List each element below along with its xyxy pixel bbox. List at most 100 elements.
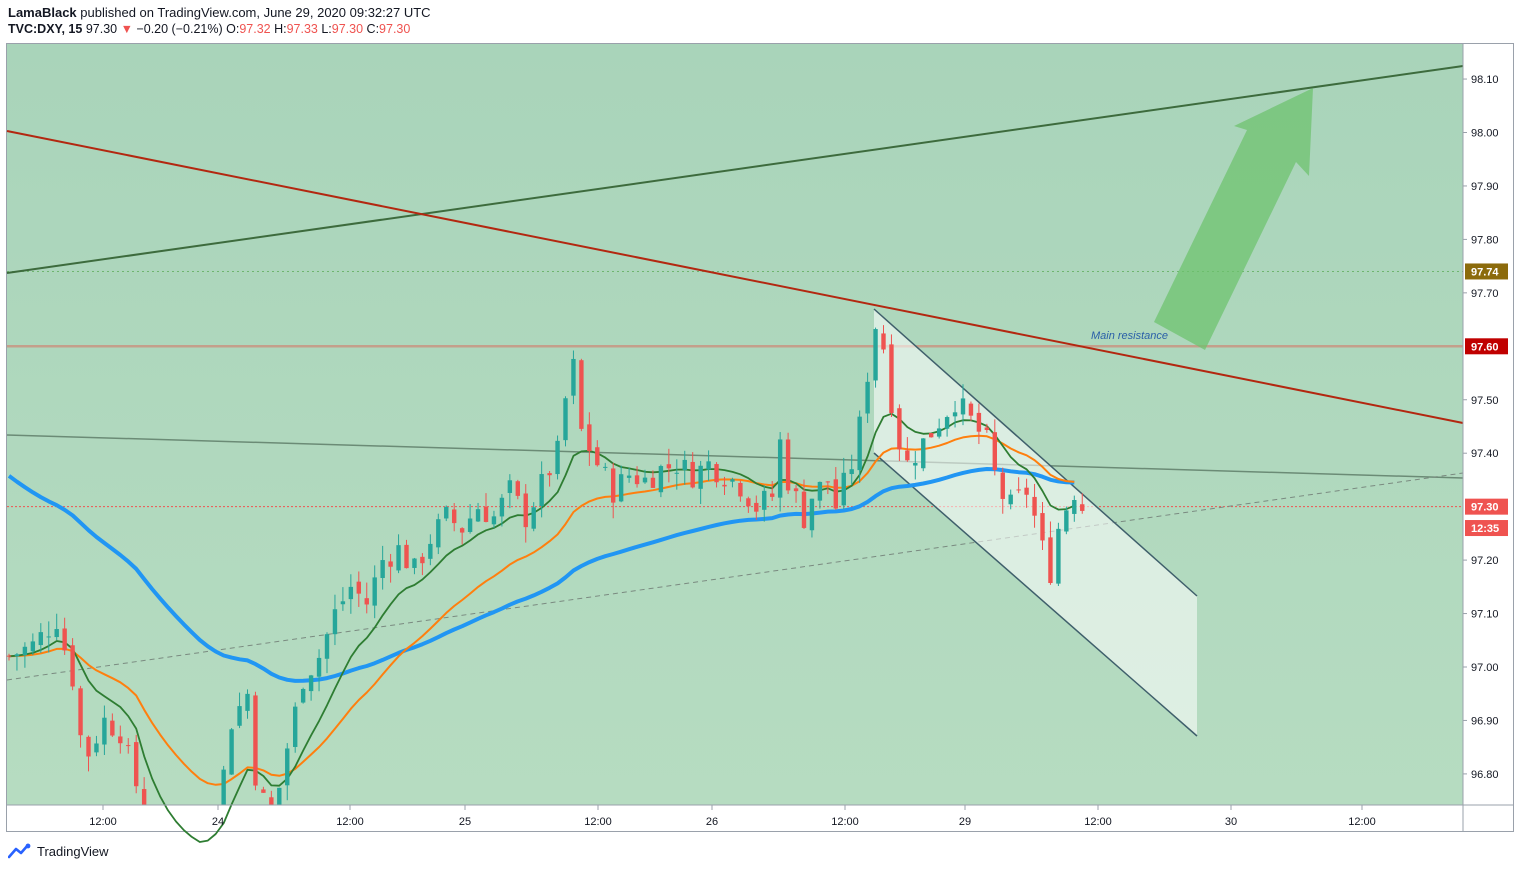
- channel-lower-line[interactable]: [873, 452, 1198, 737]
- flat-support-line[interactable]: [6, 434, 1464, 479]
- candle-body: [952, 412, 958, 417]
- candle-body: [396, 545, 401, 571]
- candle: [285, 743, 290, 801]
- candle: [110, 713, 115, 737]
- candle-body: [563, 398, 568, 441]
- x-tick-label: 12:00: [1348, 816, 1376, 828]
- low-label: L:: [321, 22, 332, 36]
- candle: [913, 451, 918, 480]
- candle: [269, 790, 274, 805]
- candle-body: [1008, 494, 1013, 505]
- y-tick-label: 98.00: [1471, 128, 1499, 140]
- candle: [253, 691, 258, 791]
- candle: [412, 557, 417, 575]
- price-label-badge: [1465, 263, 1508, 280]
- candle: [674, 459, 679, 490]
- candle-body: [929, 433, 934, 438]
- candle-body: [277, 787, 282, 805]
- candle: [46, 621, 51, 653]
- candle-body: [269, 797, 274, 805]
- candle: [706, 450, 711, 481]
- x-tick-label: 29: [959, 816, 971, 828]
- candle-body: [380, 560, 385, 579]
- candle: [245, 689, 250, 719]
- candle-body: [324, 634, 330, 659]
- candle-body: [849, 469, 854, 475]
- candle-body: [873, 329, 878, 381]
- candle: [857, 410, 862, 483]
- candle: [324, 632, 330, 674]
- candle-body: [261, 789, 266, 793]
- candle-body: [809, 498, 815, 531]
- candle: [579, 358, 584, 432]
- y-tick-label: 96.80: [1471, 769, 1499, 781]
- candle-body: [6, 655, 12, 657]
- candle: [841, 457, 846, 510]
- x-tick-label: 26: [706, 816, 718, 828]
- long-uptrend-line[interactable]: [6, 65, 1464, 274]
- price-label-text: 97.74: [1471, 266, 1499, 278]
- candle-body: [1064, 510, 1069, 532]
- candle-body: [94, 743, 99, 753]
- candle: [817, 481, 823, 509]
- candle-body: [467, 518, 473, 532]
- candle-body: [579, 360, 584, 429]
- candle-body: [86, 736, 91, 757]
- candle: [62, 617, 67, 655]
- candle-body: [587, 424, 592, 452]
- candle-body: [960, 398, 966, 415]
- candle-body: [881, 333, 886, 350]
- x-tick-label: 25: [459, 816, 471, 828]
- candle-body: [547, 473, 552, 476]
- footer-brand[interactable]: TradingView: [8, 843, 109, 859]
- candle: [889, 334, 894, 417]
- candle: [1000, 467, 1005, 514]
- candle-body: [126, 745, 131, 747]
- candle: [507, 474, 513, 509]
- candle: [491, 510, 497, 529]
- author-name[interactable]: LamaBlack: [8, 5, 77, 20]
- candle-body: [690, 461, 695, 488]
- candle-body: [722, 484, 727, 487]
- x-tick-label: 30: [1225, 816, 1237, 828]
- candle-body: [770, 493, 775, 497]
- candle-body: [968, 403, 974, 416]
- candle-body: [992, 432, 997, 470]
- change-down-icon: ▼: [120, 22, 133, 36]
- high-value: 97.33: [286, 22, 318, 36]
- candle-body: [865, 381, 870, 414]
- candle: [563, 396, 568, 447]
- candle: [539, 461, 544, 518]
- candle: [308, 674, 314, 701]
- candle: [356, 571, 361, 607]
- candle-body: [38, 632, 43, 646]
- candle: [944, 415, 950, 437]
- candle-body: [618, 474, 624, 502]
- candle-body: [984, 427, 990, 430]
- ma-100-orange-line[interactable]: [8, 434, 1075, 786]
- candle-body: [714, 464, 719, 483]
- candle-body: [611, 468, 616, 503]
- candle: [571, 350, 576, 405]
- candle: [754, 495, 759, 520]
- chart-frame: [6, 43, 1514, 832]
- candle: [921, 438, 926, 472]
- candle: [134, 734, 139, 794]
- ma-200-blue-line[interactable]: [7, 467, 1075, 683]
- y-tick-label: 97.20: [1471, 555, 1499, 567]
- channel-upper-line[interactable]: [873, 308, 1198, 597]
- candle: [316, 649, 322, 692]
- dashed-support-line[interactable]: [6, 472, 1464, 681]
- candle-body: [404, 544, 409, 569]
- candle-body: [459, 528, 465, 533]
- candle: [261, 786, 266, 793]
- candle-body: [777, 439, 783, 498]
- high-label: H:: [274, 22, 287, 36]
- candle-body: [444, 506, 449, 519]
- candle-body: [913, 462, 918, 466]
- main-resistance-line[interactable]: [6, 130, 1464, 424]
- candle-body: [634, 475, 640, 485]
- candle: [777, 432, 783, 512]
- plot-background: [7, 44, 1463, 805]
